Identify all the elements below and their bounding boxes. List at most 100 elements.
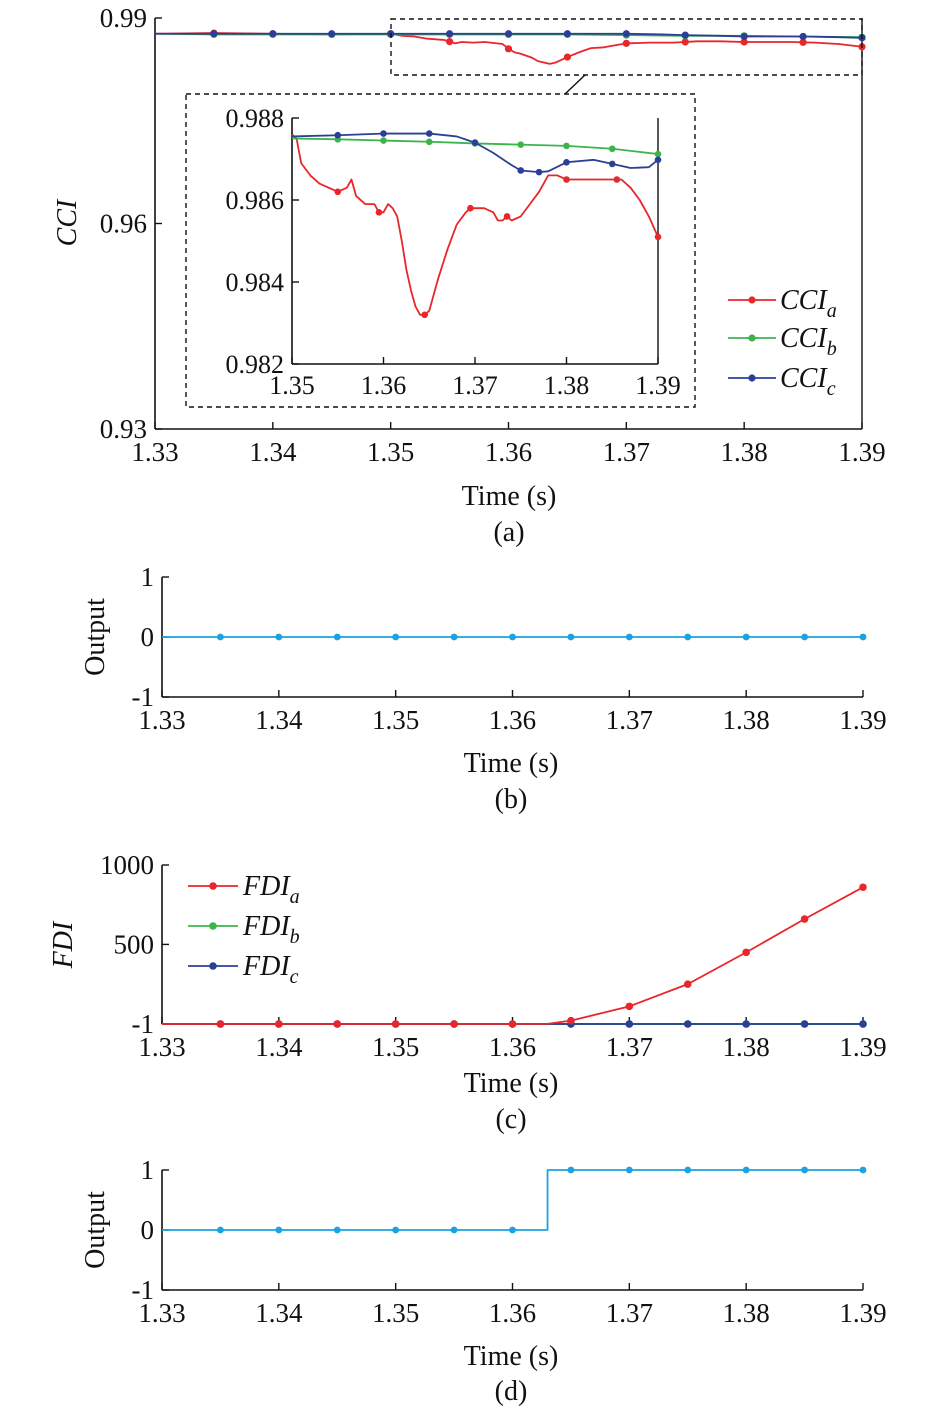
- inset-series-point-a: [654, 233, 662, 241]
- y-tick-label: 0.982: [226, 350, 285, 379]
- legend-label: FDIa: [242, 871, 300, 908]
- y-tick-label: 1: [141, 562, 155, 592]
- x-tick-label: 1.34: [255, 705, 303, 735]
- inset-series-line-a: [291, 133, 659, 316]
- legend-swatch-marker: [748, 374, 756, 382]
- x-tick-label: 1.35: [367, 437, 414, 467]
- x-tick-label: 1.34: [255, 1032, 303, 1062]
- series-point-a: [683, 980, 692, 988]
- inset-series-point-b: [517, 141, 525, 148]
- inset-series-point-b: [425, 138, 433, 146]
- x-tick-label: 1.35: [372, 1298, 419, 1328]
- x-tick-label: 1.38: [723, 1032, 770, 1062]
- inset-series-point-b: [380, 137, 387, 144]
- x-tick-label: 1.37: [606, 1032, 653, 1062]
- series-point-a: [622, 39, 630, 47]
- legend-swatch-marker: [748, 296, 756, 304]
- inset-plot: 1.35 1.36 1.37 1.38 1.39 0.982 0.984 0.986 0.988: [226, 104, 681, 400]
- x-axis-label: Time (s): [464, 748, 559, 779]
- inset-series-point-a: [334, 188, 342, 196]
- x-tick-label: 1.33: [138, 705, 185, 735]
- output-point: [684, 1166, 692, 1174]
- x-tick-label: 1.34: [255, 1298, 303, 1328]
- series-point-c: [445, 30, 454, 38]
- panel-caption: (c): [495, 1104, 526, 1135]
- series-point-a: [681, 38, 689, 46]
- x-tick-label: 1.36: [485, 437, 532, 467]
- legend-swatch-marker: [209, 962, 217, 970]
- series-line-a: [162, 886, 864, 1025]
- inset-series-point-b: [563, 142, 570, 150]
- series-point-a: [859, 883, 867, 892]
- y-tick-label: -1: [132, 1009, 155, 1039]
- output-point: [567, 1166, 575, 1174]
- inset-series-point-a: [503, 213, 511, 220]
- series-point-a: [740, 38, 748, 46]
- x-tick-label: 1.34: [249, 437, 297, 467]
- output-point: [801, 633, 808, 641]
- inset-series-point-a: [421, 311, 428, 319]
- x-tick-label: 1.39: [839, 1032, 886, 1062]
- output-point: [684, 633, 692, 641]
- x-tick-label: 1.35: [372, 1032, 419, 1062]
- series-point-a: [275, 1020, 283, 1028]
- series-point-c: [799, 32, 807, 41]
- x-tick-label: 1.38: [544, 371, 590, 400]
- output-point: [217, 633, 224, 641]
- y-tick-label: 0: [141, 622, 155, 652]
- output-point: [742, 633, 750, 641]
- output-point: [450, 633, 458, 641]
- inset-series-point-a: [563, 176, 570, 183]
- panel-d: 1.33 1.34 1.35 1.36 1.37 1.38 1.39 -1 0 1 Output Ti…: [80, 1155, 887, 1407]
- output-point: [217, 1226, 224, 1234]
- series-point-c: [504, 30, 513, 38]
- x-tick-label: 1.38: [723, 705, 770, 735]
- inset-series-point-c: [535, 168, 543, 176]
- y-tick-label: 0.93: [100, 414, 147, 444]
- x-tick-label: 1.39: [838, 437, 885, 467]
- series-point-c: [681, 31, 689, 39]
- output-point: [275, 633, 283, 641]
- x-axis-label: Time (s): [464, 1341, 559, 1372]
- series-point-c: [683, 1020, 692, 1028]
- series-point-c: [563, 30, 572, 38]
- x-tick-label: 1.35: [269, 371, 315, 400]
- panel-a: 1.33 1.34 1.35 1.36 1.37 1.38 1.39 0.93 0.96 0.99…: [52, 3, 886, 548]
- series-point-a: [216, 1020, 225, 1028]
- inset-series-point-c: [608, 160, 616, 168]
- y-axis-label: CCI: [52, 198, 83, 246]
- inset-series-point-a: [375, 209, 383, 216]
- output-point: [859, 633, 867, 641]
- inset-series-point-c: [380, 130, 387, 137]
- inset-series-point-a: [613, 176, 621, 183]
- y-axis-label: Output: [80, 598, 111, 676]
- output-point: [392, 633, 400, 641]
- series-point-a: [800, 915, 809, 923]
- output-point: [625, 1166, 633, 1174]
- series-point-c: [625, 1020, 634, 1028]
- legend-swatch-marker: [748, 334, 756, 342]
- output-point: [742, 1166, 750, 1174]
- y-tick-label: 0.984: [226, 268, 285, 297]
- y-tick-label: 1000: [100, 850, 154, 880]
- inset-series-point-b: [608, 145, 616, 153]
- zoom-region-box: [390, 18, 863, 76]
- y-tick-label: 0.988: [226, 104, 285, 133]
- series-point-a: [504, 45, 513, 53]
- output-line: [162, 1169, 863, 1231]
- y-tick-label: -1: [132, 1275, 155, 1305]
- y-tick-label: -1: [132, 682, 155, 712]
- series-point-c: [328, 30, 336, 38]
- x-tick-label: 1.38: [721, 437, 768, 467]
- y-tick-label: 0.99: [100, 3, 147, 33]
- panel-b: 1.33 1.34 1.35 1.36 1.37 1.38 1.39 -1 0 1 Output Ti…: [80, 562, 887, 815]
- y-tick-label: 0.96: [100, 209, 147, 239]
- series-point-a: [625, 1002, 634, 1011]
- x-tick-label: 1.36: [489, 1298, 536, 1328]
- x-tick-label: 1.36: [489, 705, 536, 735]
- x-tick-label: 1.36: [361, 371, 407, 400]
- panel-c: 1.33 1.34 1.35 1.36 1.37 1.38 1.39 -1 500 1000 FDI…: [48, 850, 887, 1135]
- y-axis-label: Output: [80, 1191, 111, 1269]
- series-point-c: [210, 30, 218, 38]
